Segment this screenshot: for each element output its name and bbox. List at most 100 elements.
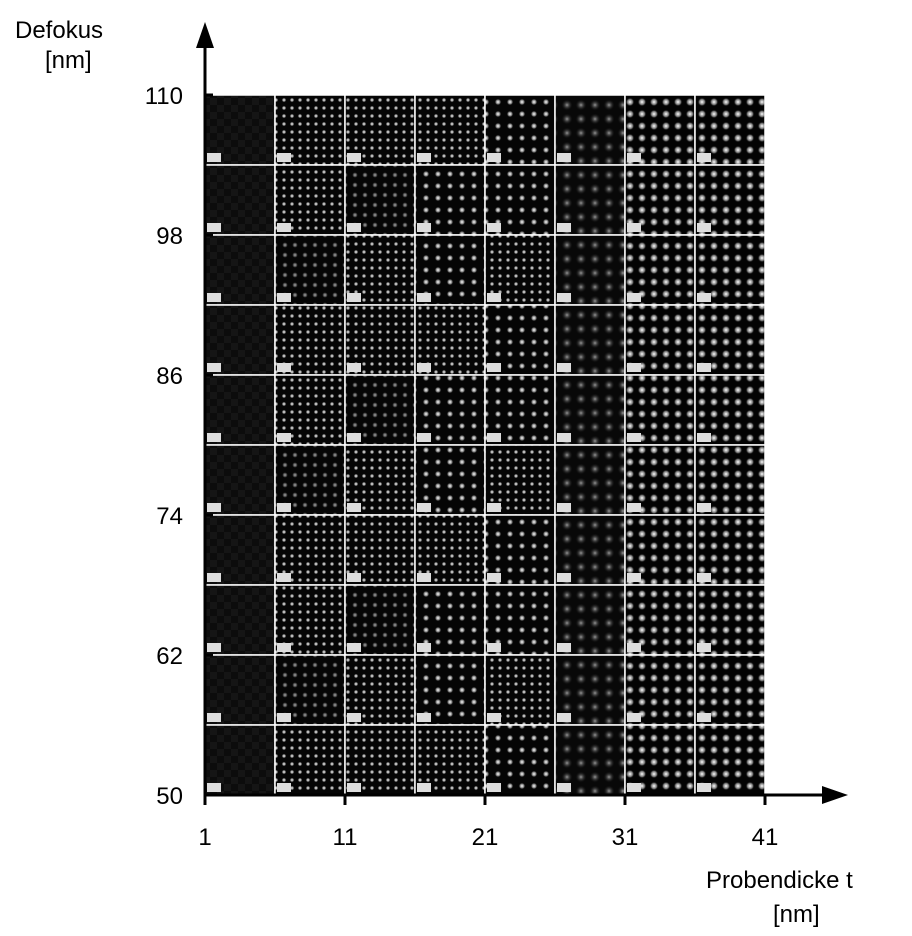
tile-label xyxy=(627,433,641,442)
tile-label xyxy=(417,223,431,232)
tile-label xyxy=(487,573,501,582)
tile-label xyxy=(207,503,221,512)
tile-label xyxy=(557,573,571,582)
image-tile xyxy=(344,654,416,726)
tile-label xyxy=(627,573,641,582)
tile-label xyxy=(417,573,431,582)
tile-label xyxy=(557,153,571,162)
image-grid xyxy=(204,94,766,796)
tile-label xyxy=(207,713,221,722)
tile-label xyxy=(417,363,431,372)
tile-label xyxy=(697,223,711,232)
tile-label xyxy=(347,783,361,792)
tile-label xyxy=(277,573,291,582)
tile-label xyxy=(697,573,711,582)
tile-label xyxy=(207,223,221,232)
tile-label xyxy=(207,153,221,162)
tile-label xyxy=(207,293,221,302)
tile-label xyxy=(557,713,571,722)
tile-label xyxy=(697,153,711,162)
tile-label xyxy=(277,223,291,232)
tile-label xyxy=(207,783,221,792)
tile-label xyxy=(207,363,221,372)
x-tick-label: 41 xyxy=(752,824,779,851)
tile-label xyxy=(277,153,291,162)
image-tile xyxy=(344,444,416,516)
tile-label xyxy=(277,363,291,372)
y-axis-unit: [nm] xyxy=(45,47,92,74)
tile-label xyxy=(557,503,571,512)
tile-label xyxy=(347,363,361,372)
tile-label xyxy=(277,643,291,652)
tile-label xyxy=(627,643,641,652)
tile-label xyxy=(557,433,571,442)
tile-label xyxy=(557,223,571,232)
tile-label xyxy=(627,153,641,162)
x-axis-unit: [nm] xyxy=(773,901,820,928)
tile-label xyxy=(417,643,431,652)
tile-label xyxy=(487,363,501,372)
x-tick-label: 11 xyxy=(333,824,358,851)
tile-label xyxy=(417,713,431,722)
tile-label xyxy=(277,783,291,792)
x-tick-label: 21 xyxy=(472,824,499,851)
y-tick-label: 62 xyxy=(156,643,183,670)
tile-label xyxy=(347,293,361,302)
y-tick-label: 50 xyxy=(156,783,183,810)
tile-label xyxy=(487,433,501,442)
tile-label xyxy=(487,223,501,232)
y-axis-arrow xyxy=(196,22,214,48)
tile-label xyxy=(697,293,711,302)
tile-label xyxy=(207,573,221,582)
tile-label xyxy=(627,713,641,722)
tile-label xyxy=(697,433,711,442)
tile-label xyxy=(487,153,501,162)
tile-label xyxy=(697,783,711,792)
tile-label xyxy=(417,153,431,162)
tile-label xyxy=(347,503,361,512)
tile-label xyxy=(557,783,571,792)
tile-label xyxy=(697,643,711,652)
tile-label xyxy=(487,643,501,652)
tile-label xyxy=(627,293,641,302)
tile-label xyxy=(487,293,501,302)
tile-label xyxy=(417,293,431,302)
tile-label xyxy=(417,503,431,512)
tile-label xyxy=(277,433,291,442)
tile-label xyxy=(557,643,571,652)
tile-label xyxy=(277,293,291,302)
tile-label xyxy=(627,363,641,372)
tile-label xyxy=(487,503,501,512)
tile-label xyxy=(277,503,291,512)
y-tick-label: 86 xyxy=(156,363,183,390)
tile-label xyxy=(207,433,221,442)
tile-label xyxy=(487,713,501,722)
x-tick-label: 31 xyxy=(612,824,639,851)
tile-label xyxy=(347,713,361,722)
y-tick-label: 74 xyxy=(156,503,183,530)
x-axis-label: Probendicke t xyxy=(706,867,853,894)
tile-label xyxy=(277,713,291,722)
tile-label xyxy=(207,643,221,652)
tile-label xyxy=(627,503,641,512)
tile-label xyxy=(627,223,641,232)
x-axis-arrow xyxy=(822,786,848,804)
tile-label xyxy=(557,293,571,302)
tile-label xyxy=(487,783,501,792)
tile-label xyxy=(697,363,711,372)
tile-label xyxy=(347,223,361,232)
tile-label xyxy=(557,363,571,372)
tile-label xyxy=(347,153,361,162)
y-axis-label: Defokus xyxy=(15,17,103,44)
tile-label xyxy=(417,783,431,792)
x-tick-label: 1 xyxy=(198,824,211,851)
tile-label xyxy=(417,433,431,442)
image-tile xyxy=(624,444,696,516)
tile-label xyxy=(347,433,361,442)
tile-label xyxy=(347,573,361,582)
tile-label xyxy=(627,783,641,792)
y-tick-label: 98 xyxy=(156,223,183,250)
tile-label xyxy=(697,713,711,722)
y-tick-label: 110 xyxy=(145,83,183,110)
